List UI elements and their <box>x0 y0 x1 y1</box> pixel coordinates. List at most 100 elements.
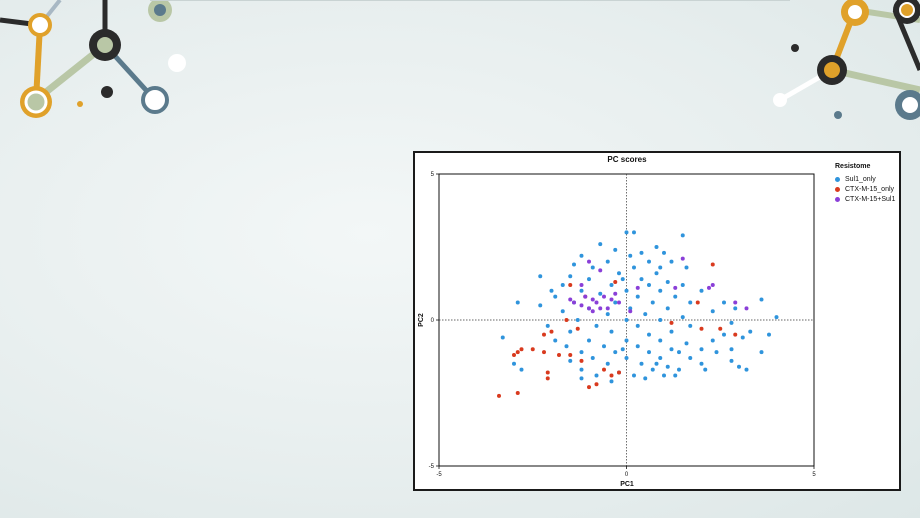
point-ctx-m-15-only-3 <box>545 370 550 375</box>
point-ctx-m-15-only-7 <box>519 347 524 352</box>
point-ctx-m-15-sul1-16 <box>590 309 595 314</box>
point-sul1-only-69 <box>553 338 558 343</box>
point-sul1-only-44 <box>628 306 633 311</box>
point-ctx-m-15-only-29 <box>564 318 569 322</box>
point-ctx-m-15-only-0 <box>497 393 501 398</box>
pc-scores-chart: PC scores -5 0 5 5 0 -5 PC1 PC2 Resistome Sul… <box>413 151 901 491</box>
point-sul1-only-65 <box>647 332 651 337</box>
point-sul1-only-29 <box>658 288 663 293</box>
point-sul1-only-28 <box>624 288 629 293</box>
point-ctx-m-15-only-4 <box>515 350 520 355</box>
point-sul1-only-31 <box>635 294 640 299</box>
point-sul1-only-56 <box>729 320 734 325</box>
point-ctx-m-15-sul1-20 <box>673 285 678 290</box>
point-sul1-only-72 <box>658 338 663 343</box>
point-sul1-only-1 <box>632 230 636 235</box>
point-sul1-only-27 <box>579 288 584 293</box>
point-sul1-only-9 <box>647 259 651 264</box>
point-sul1-only-116 <box>628 253 633 258</box>
point-sul1-only-85 <box>677 350 681 355</box>
point-sul1-only-95 <box>639 361 644 366</box>
point-sul1-only-97 <box>699 361 704 366</box>
point-sul1-only-32 <box>673 294 678 299</box>
point-sul1-only-86 <box>714 350 719 355</box>
point-sul1-only-77 <box>602 344 606 349</box>
point-sul1-only-105 <box>594 373 599 378</box>
point-sul1-only-37 <box>613 300 618 305</box>
point-sul1-only-33 <box>699 288 704 293</box>
point-sul1-only-94 <box>605 361 610 366</box>
point-sul1-only-20 <box>639 277 644 282</box>
point-sul1-only-71 <box>624 338 629 343</box>
point-ctx-m-15-sul1-5 <box>572 300 576 305</box>
legend-title: Resistome <box>835 163 871 170</box>
legend-label-ctx-m-15-only: CTX-M-15_only <box>845 185 895 193</box>
point-sul1-only-0 <box>624 230 629 235</box>
point-ctx-m-15-sul1-11 <box>598 306 603 311</box>
point-sul1-only-2 <box>598 242 603 247</box>
point-sul1-only-18 <box>538 274 543 279</box>
point-ctx-m-15-only-28 <box>669 320 674 325</box>
point-ctx-m-15-sul1-10 <box>609 297 614 302</box>
point-sul1-only-76 <box>564 344 569 349</box>
point-sul1-only-74 <box>710 338 715 343</box>
point-ctx-m-15-only-2 <box>545 376 550 381</box>
point-ctx-m-15-only-16 <box>594 382 599 387</box>
x-tick-label-2: 5 <box>812 472 816 478</box>
point-sul1-only-93 <box>568 358 573 363</box>
point-sul1-only-11 <box>669 259 674 264</box>
point-sul1-only-114 <box>654 361 659 366</box>
point-ctx-m-15-sul1-3 <box>579 282 584 287</box>
x-axis-label: PC1 <box>620 481 634 488</box>
point-sul1-only-102 <box>677 367 681 372</box>
point-ctx-m-15-sul1-14 <box>617 300 621 305</box>
point-sul1-only-45 <box>665 306 670 311</box>
molecule-decoration-right <box>773 0 920 120</box>
point-sul1-only-38 <box>650 300 655 305</box>
legend-item-ctx-m-15-sul1: CTX-M-15+Sul1 <box>835 194 895 204</box>
point-sul1-only-40 <box>722 300 726 305</box>
chart-title: PC scores <box>607 155 647 164</box>
point-ctx-m-15-only-20 <box>568 282 573 287</box>
point-sul1-only-4 <box>680 233 685 238</box>
point-sul1-only-60 <box>688 323 693 328</box>
point-sul1-only-110 <box>643 376 648 381</box>
point-sul1-only-55 <box>658 318 663 322</box>
point-sul1-only-87 <box>759 350 764 355</box>
point-ctx-m-15-only-8 <box>542 350 546 355</box>
point-sul1-only-22 <box>560 282 565 287</box>
point-ctx-m-15-sul1-1 <box>598 268 603 273</box>
point-sul1-only-52 <box>774 315 779 320</box>
point-sul1-only-83 <box>613 350 618 355</box>
point-sul1-only-63 <box>568 329 573 334</box>
point-sul1-only-115 <box>620 347 625 352</box>
point-sul1-only-81 <box>729 347 734 352</box>
point-ctx-m-15-only-13 <box>568 353 573 358</box>
slide-top-border <box>150 0 790 1</box>
point-sul1-only-50 <box>680 315 685 320</box>
point-ctx-m-15-only-18 <box>609 373 614 378</box>
point-ctx-m-15-only-15 <box>602 367 606 372</box>
point-ctx-m-15-sul1-22 <box>707 285 711 290</box>
point-ctx-m-15-only-23 <box>710 262 715 267</box>
point-ctx-m-15-sul1-21 <box>710 282 715 287</box>
point-ctx-m-15-sul1-9 <box>602 294 606 299</box>
point-sul1-only-99 <box>579 367 584 372</box>
point-sul1-only-41 <box>759 297 764 302</box>
point-sul1-only-78 <box>635 344 640 349</box>
point-ctx-m-15-only-24 <box>695 300 700 305</box>
point-sul1-only-73 <box>684 341 689 346</box>
point-sul1-only-8 <box>579 253 584 258</box>
point-sul1-only-84 <box>647 350 651 355</box>
point-sul1-only-7 <box>662 250 666 255</box>
point-sul1-only-3 <box>654 245 659 249</box>
point-sul1-only-23 <box>609 282 614 287</box>
point-sul1-only-70 <box>587 338 591 343</box>
point-sul1-only-54 <box>624 318 629 322</box>
point-sul1-only-51 <box>710 309 715 314</box>
point-sul1-only-17 <box>654 271 659 276</box>
point-sul1-only-109 <box>609 379 614 384</box>
point-sul1-only-13 <box>632 265 636 270</box>
point-sul1-only-64 <box>609 329 614 334</box>
point-sul1-only-88 <box>590 355 595 360</box>
